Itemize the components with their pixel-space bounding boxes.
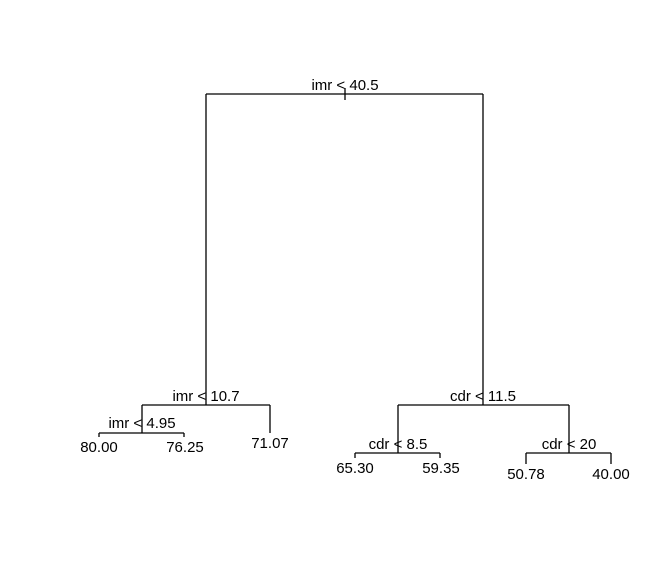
- split-node-root: imr < 40.5: [205, 77, 484, 405]
- split-node-right: cdr < 11.5: [397, 388, 570, 453]
- left-left-split-label: imr < 4.95: [108, 415, 175, 432]
- root-split-label: imr < 40.5: [311, 77, 378, 94]
- leaf-value: 65.30: [336, 460, 374, 477]
- split-node-right-right: cdr < 20: [525, 436, 612, 464]
- split-node-right-left: cdr < 8.5: [354, 436, 441, 458]
- leaf-value: 50.78: [507, 466, 545, 483]
- right-right-split-label: cdr < 20: [542, 436, 597, 453]
- leaf-value: 80.00: [80, 439, 118, 456]
- leaf-value: 76.25: [166, 439, 204, 456]
- left-split-label: imr < 10.7: [172, 388, 239, 405]
- split-node-left: imr < 10.7: [141, 388, 271, 433]
- leaf-value: 59.35: [422, 460, 460, 477]
- right-left-split-label: cdr < 8.5: [369, 436, 428, 453]
- leaf-value: 40.00: [592, 466, 630, 483]
- split-node-left-left: imr < 4.95: [98, 415, 185, 437]
- right-split-label: cdr < 11.5: [450, 388, 516, 405]
- leaf-value: 71.07: [251, 435, 289, 452]
